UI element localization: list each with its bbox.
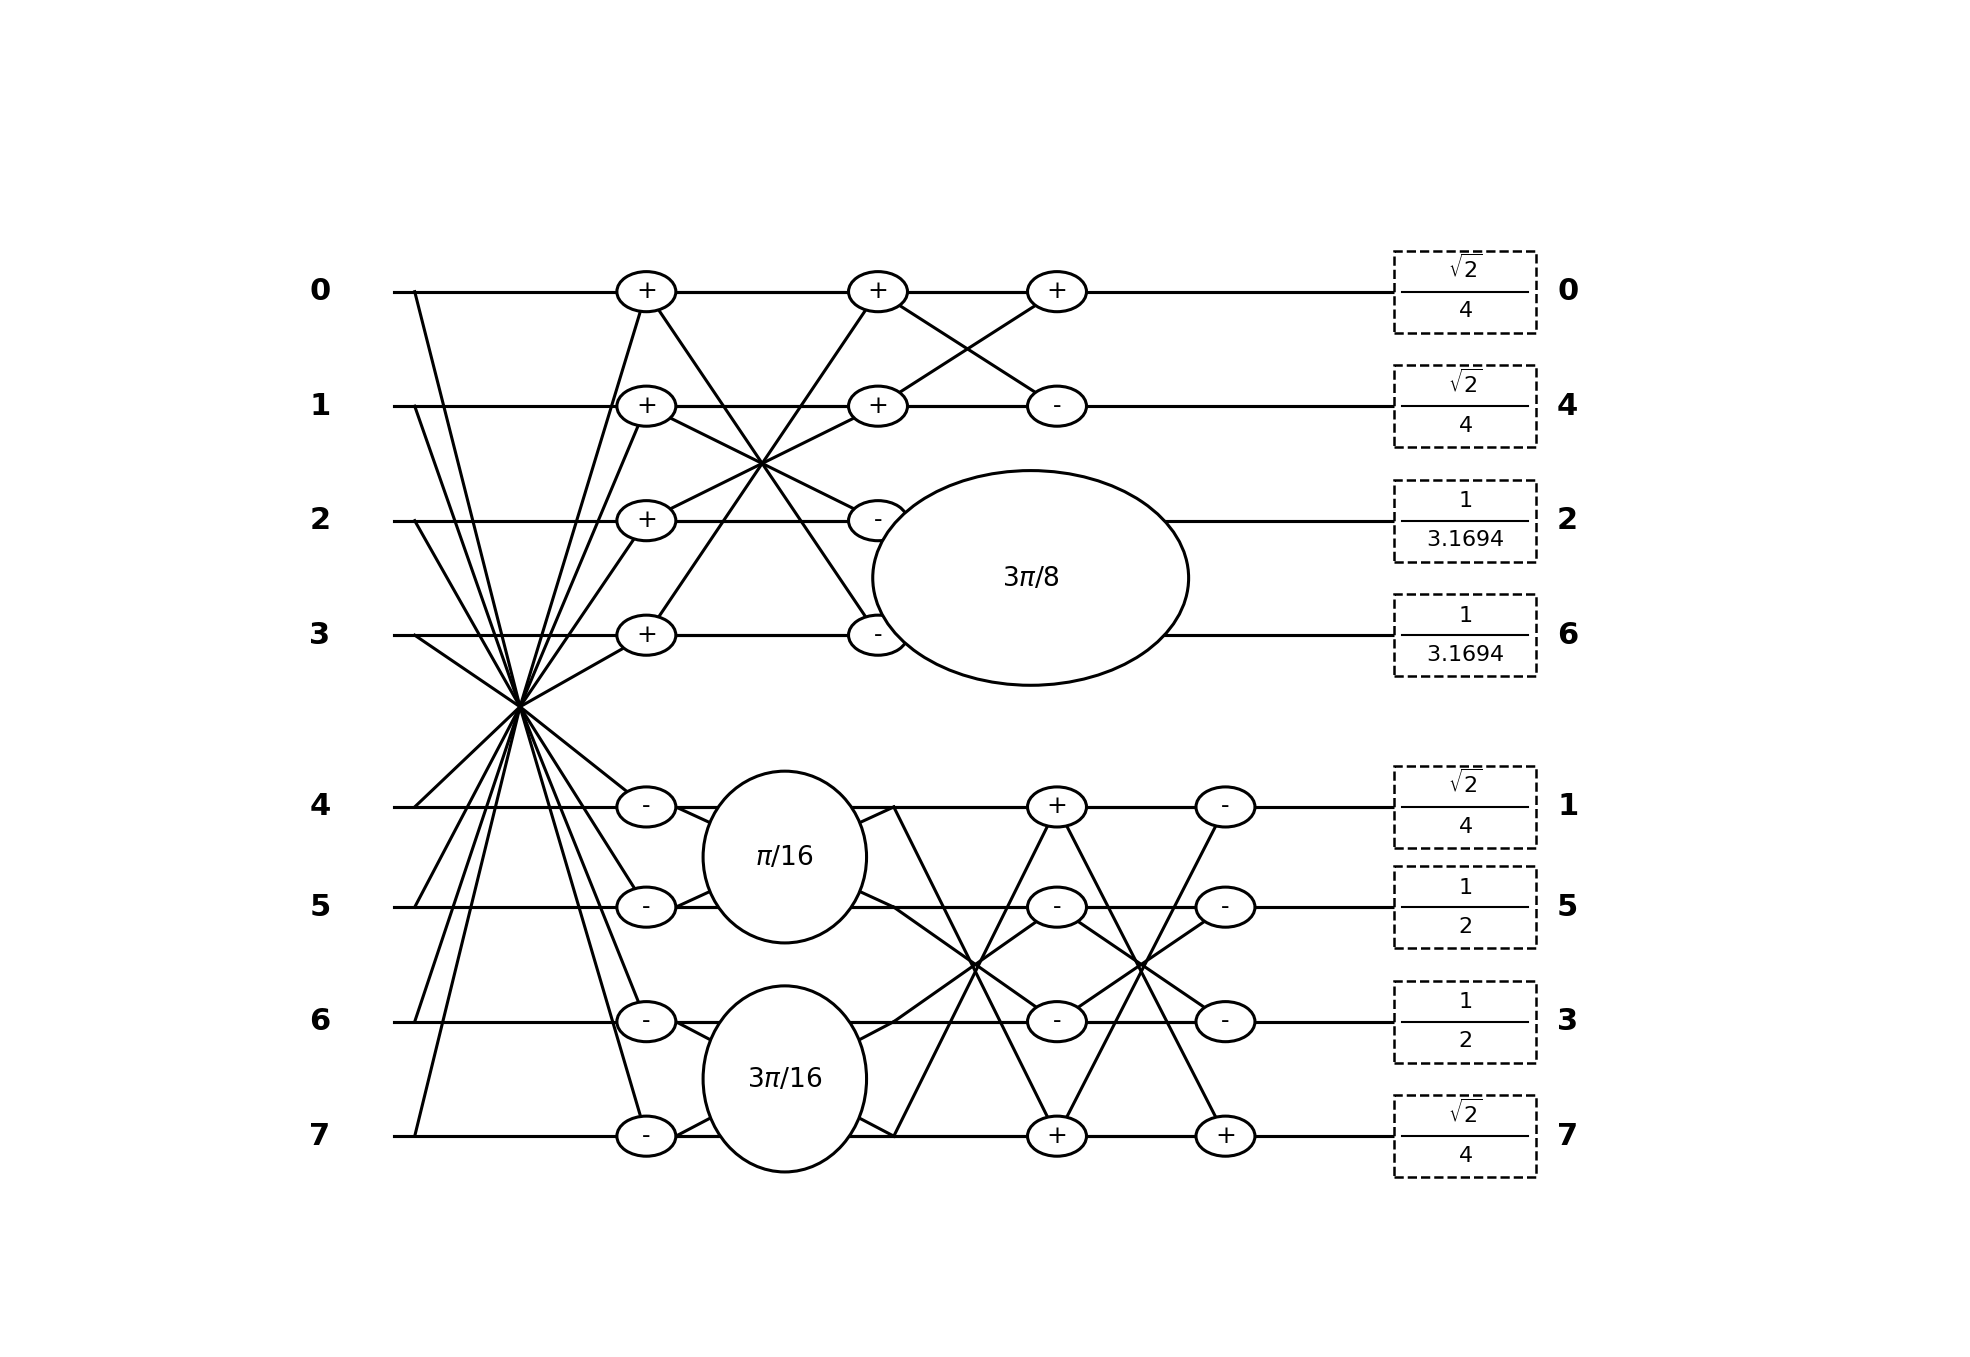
Circle shape: [1196, 887, 1255, 927]
FancyBboxPatch shape: [1395, 981, 1537, 1063]
FancyBboxPatch shape: [1395, 594, 1537, 676]
Text: $4$: $4$: [1458, 1145, 1472, 1167]
Text: 5: 5: [309, 893, 331, 921]
Text: $4$: $4$: [1458, 816, 1472, 837]
Circle shape: [617, 271, 676, 312]
FancyBboxPatch shape: [1395, 479, 1537, 562]
Text: -: -: [1052, 1010, 1062, 1033]
Text: -: -: [642, 896, 650, 919]
Text: -: -: [875, 509, 883, 532]
Text: 4: 4: [1556, 392, 1578, 421]
FancyBboxPatch shape: [1395, 1095, 1537, 1178]
Circle shape: [617, 615, 676, 655]
Text: 0: 0: [1556, 277, 1578, 307]
Text: 5: 5: [1556, 893, 1578, 921]
Text: -: -: [1221, 896, 1229, 919]
Circle shape: [617, 501, 676, 540]
Text: +: +: [636, 509, 656, 532]
Text: 6: 6: [309, 1007, 331, 1037]
Text: 3: 3: [1556, 1007, 1578, 1037]
Circle shape: [617, 1115, 676, 1156]
Text: $1$: $1$: [1458, 490, 1472, 512]
Text: -: -: [1221, 795, 1229, 818]
Circle shape: [617, 787, 676, 826]
Text: +: +: [1046, 1125, 1068, 1148]
Circle shape: [1196, 1001, 1255, 1042]
Text: $2$: $2$: [1458, 1030, 1472, 1052]
Text: $3.1694$: $3.1694$: [1426, 643, 1505, 666]
Text: 0: 0: [309, 277, 331, 307]
Circle shape: [849, 387, 908, 426]
Text: $\pi / 16$: $\pi / 16$: [755, 844, 814, 870]
Circle shape: [1028, 1115, 1087, 1156]
Text: 2: 2: [309, 506, 331, 535]
Text: 6: 6: [1556, 620, 1578, 650]
Text: $1$: $1$: [1458, 877, 1472, 898]
Text: $1$: $1$: [1458, 991, 1472, 1014]
Text: 7: 7: [309, 1122, 331, 1151]
FancyBboxPatch shape: [1395, 866, 1537, 949]
Text: $4$: $4$: [1458, 300, 1472, 322]
Ellipse shape: [703, 987, 867, 1172]
Text: +: +: [636, 280, 656, 303]
Text: 1: 1: [309, 392, 331, 421]
Text: +: +: [636, 624, 656, 647]
Text: +: +: [1215, 1125, 1235, 1148]
Circle shape: [617, 1001, 676, 1042]
Text: $2$: $2$: [1458, 916, 1472, 938]
Text: -: -: [642, 1010, 650, 1033]
FancyBboxPatch shape: [1395, 251, 1537, 332]
Text: -: -: [642, 1125, 650, 1148]
Text: -: -: [1052, 896, 1062, 919]
Text: 7: 7: [1556, 1122, 1578, 1151]
Text: $1$: $1$: [1458, 605, 1472, 627]
Text: 4: 4: [309, 792, 331, 821]
Circle shape: [1196, 1115, 1255, 1156]
Text: $\sqrt{2}$: $\sqrt{2}$: [1448, 369, 1481, 398]
Text: -: -: [875, 624, 883, 647]
Text: 1: 1: [1556, 792, 1578, 821]
Ellipse shape: [703, 771, 867, 943]
FancyBboxPatch shape: [1395, 365, 1537, 448]
Text: 2: 2: [1556, 506, 1578, 535]
Text: $4$: $4$: [1458, 415, 1472, 437]
Text: $\sqrt{2}$: $\sqrt{2}$: [1448, 769, 1481, 798]
Text: $3\pi / 8$: $3\pi / 8$: [1003, 565, 1060, 590]
Text: +: +: [1046, 280, 1068, 303]
Text: +: +: [636, 395, 656, 418]
Circle shape: [849, 271, 908, 312]
Circle shape: [1028, 271, 1087, 312]
Text: -: -: [1052, 395, 1062, 418]
Circle shape: [849, 501, 908, 540]
Circle shape: [849, 615, 908, 655]
Circle shape: [617, 887, 676, 927]
Text: $3\pi / 16$: $3\pi / 16$: [747, 1065, 823, 1092]
Circle shape: [617, 387, 676, 426]
Circle shape: [1196, 787, 1255, 826]
Text: $\sqrt{2}$: $\sqrt{2}$: [1448, 1099, 1481, 1128]
Text: $3.1694$: $3.1694$: [1426, 529, 1505, 551]
Text: 3: 3: [309, 620, 331, 650]
FancyBboxPatch shape: [1395, 765, 1537, 848]
Text: +: +: [867, 280, 888, 303]
Text: +: +: [1046, 795, 1068, 818]
Text: $\sqrt{2}$: $\sqrt{2}$: [1448, 255, 1481, 284]
Text: -: -: [1221, 1010, 1229, 1033]
Text: -: -: [642, 795, 650, 818]
Circle shape: [1028, 787, 1087, 826]
Ellipse shape: [873, 471, 1188, 685]
Text: +: +: [867, 395, 888, 418]
Circle shape: [1028, 1001, 1087, 1042]
Circle shape: [1028, 887, 1087, 927]
Circle shape: [1028, 387, 1087, 426]
